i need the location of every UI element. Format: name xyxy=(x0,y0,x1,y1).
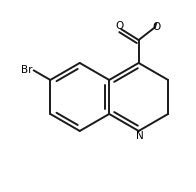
Text: Br: Br xyxy=(21,65,32,75)
Text: N: N xyxy=(135,131,143,141)
Text: O: O xyxy=(152,22,161,32)
Text: O: O xyxy=(115,22,123,31)
